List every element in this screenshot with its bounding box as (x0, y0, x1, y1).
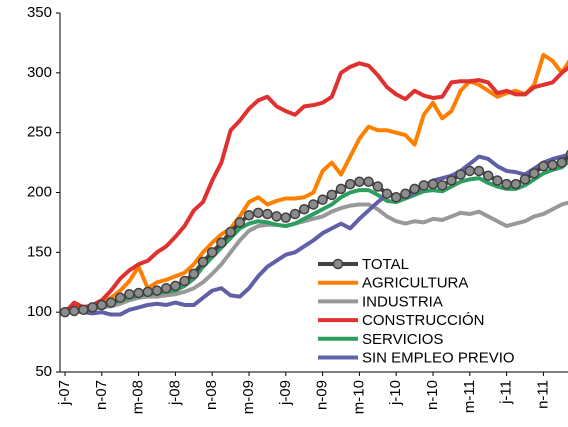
series-marker (381, 188, 393, 199)
series-marker (363, 176, 374, 187)
plot-area (60, 52, 568, 318)
series-marker (538, 160, 549, 172)
series-marker (510, 178, 522, 190)
series-marker (492, 175, 503, 186)
x-tick-label: n-11 (534, 380, 551, 409)
series-marker (124, 288, 135, 300)
x-tick-label: n-07 (93, 380, 110, 410)
series-line (63, 61, 568, 314)
series-marker (354, 176, 365, 187)
series-marker (60, 306, 71, 318)
series-marker (225, 226, 236, 238)
series-marker (344, 178, 356, 190)
x-tick-label: m-09 (240, 380, 257, 414)
series-marker (326, 189, 338, 201)
series-marker (114, 292, 126, 304)
series-marker (160, 282, 172, 294)
x-tick-label: j-11 (498, 380, 515, 405)
series-marker (528, 168, 540, 179)
legend-label: TOTAL (362, 256, 409, 273)
series-marker (317, 194, 328, 205)
series-marker (418, 180, 430, 191)
series-marker (78, 304, 89, 316)
series-marker (519, 174, 531, 185)
series-marker (400, 188, 411, 199)
series-marker (262, 208, 273, 220)
series-marker (335, 183, 347, 195)
series-marker (133, 287, 144, 299)
legend-label: INDUSTRIA (362, 293, 443, 310)
series-marker (243, 209, 255, 221)
series-line (64, 152, 568, 317)
series-marker (455, 169, 466, 180)
series-marker (216, 237, 227, 249)
y-tick-label: 350 (27, 4, 52, 21)
series-marker (206, 247, 218, 258)
series-marker (280, 212, 292, 223)
series-marker (197, 256, 209, 268)
y-tick-label: 150 (27, 243, 52, 260)
y-tick-label: 250 (27, 124, 52, 141)
series-marker (105, 297, 117, 308)
y-tick-label: 300 (27, 64, 52, 81)
y-tick-label: 200 (27, 183, 52, 200)
x-tick-label: j-09 (277, 380, 294, 406)
legend-marker (332, 258, 344, 270)
series-marker (556, 157, 568, 168)
series-marker (372, 181, 384, 192)
series-marker (409, 183, 420, 195)
series-marker (547, 159, 558, 171)
series-marker (179, 275, 190, 287)
series-marker (390, 192, 402, 203)
series-marker (87, 302, 98, 313)
series-marker (308, 199, 319, 210)
x-tick-label: m-10 (350, 380, 367, 414)
x-tick-label: m-08 (130, 380, 147, 414)
series-marker (482, 170, 494, 181)
series-marker (188, 268, 200, 280)
series-marker (170, 280, 181, 292)
x-tick-label: m-11 (461, 380, 478, 413)
series-marker (289, 208, 301, 220)
series-marker (96, 299, 108, 311)
x-tick-label: n-10 (424, 380, 441, 410)
series-marker (234, 217, 246, 228)
series-marker (446, 175, 457, 186)
legend-label: SERVICIOS (362, 331, 443, 348)
series-marker (501, 178, 512, 190)
series-marker (473, 165, 485, 177)
x-tick-label: j-10 (387, 380, 404, 406)
x-tick-label: j-07 (56, 380, 73, 406)
series-marker (68, 305, 80, 317)
y-tick-label: 100 (27, 303, 52, 320)
series-marker (427, 178, 439, 190)
series-marker (151, 285, 163, 296)
x-tick-label: j-08 (166, 380, 183, 406)
series-marker (271, 211, 282, 222)
series-marker (436, 180, 448, 191)
y-tick-label: 50 (35, 363, 52, 380)
series-marker (142, 286, 154, 298)
legend-label: SIN EMPLEO PREVIO (362, 349, 515, 366)
x-tick-label: n-08 (203, 380, 220, 410)
legend-label: CONSTRUCCIÓN (362, 312, 485, 329)
series-marker (464, 165, 476, 177)
series-marker (298, 204, 310, 215)
legend-label: AGRICULTURA (362, 275, 468, 292)
series-marker (252, 207, 264, 219)
x-tick-label: n-09 (314, 380, 331, 410)
